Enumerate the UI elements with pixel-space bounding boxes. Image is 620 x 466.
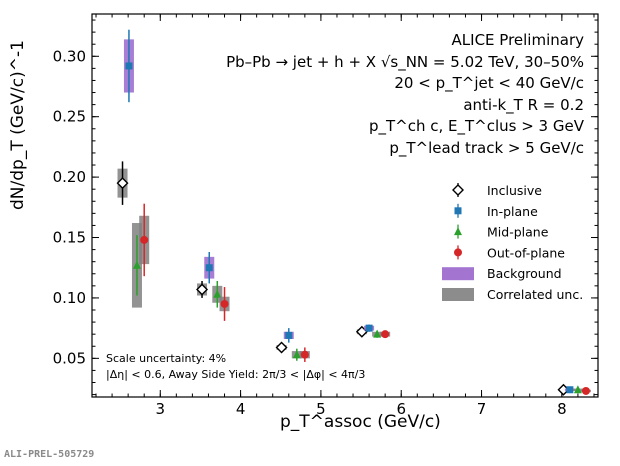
legend-label: Inclusive (487, 183, 542, 198)
mid-plane-point (292, 350, 301, 359)
out-of-plane-point (381, 330, 390, 339)
y-axis-label: dN/dp_T (GeV/c)^-1 (8, 40, 28, 210)
x-tick-label: 3 (155, 400, 165, 418)
y-tick-label: 0.20 (53, 168, 86, 186)
annotation-algorithm: anti-k_T R = 0.2 (463, 95, 584, 114)
mid-plane-point (132, 260, 141, 269)
x-tick-label: 4 (236, 400, 246, 418)
mid-plane-point (373, 329, 382, 338)
mid-plane-point (573, 385, 582, 394)
axis-ticks: 3 4 5 6 7 8 0.05 0.10 0.15 0.20 0.25 0.30 (53, 14, 598, 418)
annotation-block: ALICE Preliminary Pb–Pb → jet + h + X √s… (226, 30, 584, 159)
legend-label: Background (487, 266, 562, 281)
inclusive-point (116, 177, 129, 190)
annotation-jet-pt: 20 < p_T^jet < 40 GeV/c (394, 74, 584, 92)
legend-box (442, 288, 474, 301)
y-tick-label: 0.05 (53, 349, 86, 367)
legend-label: Correlated unc. (487, 287, 583, 302)
x-tick-label: 7 (477, 400, 487, 418)
out-of-plane-point (581, 386, 590, 395)
in-plane-point (125, 62, 133, 70)
mid-plane-point (213, 289, 222, 298)
annotation-constituent-cut: p_T^ch c, E_T^clus > 3 GeV (368, 117, 584, 135)
legend-marker-in-plane (454, 207, 462, 215)
plot-frame (91, 13, 599, 398)
in-plane-point (365, 324, 373, 332)
out-of-plane-point (140, 235, 149, 244)
annotation-leading-track: p_T^lead track > 5 GeV/c (389, 138, 584, 157)
y-tick-label: 0.10 (53, 289, 86, 307)
in-plane-point (205, 264, 213, 272)
figure-id: ALI-PREL-505729 (4, 449, 95, 460)
legend-label: Mid-plane (487, 225, 549, 240)
x-tick-label: 8 (557, 400, 567, 418)
out-of-plane-point (300, 350, 309, 359)
legend: Inclusive In-plane Mid-plane Out-of-plane Ba… (442, 183, 583, 302)
y-tick-label: 0.30 (53, 47, 86, 65)
legend-box (442, 267, 474, 281)
x-tick-label: 6 (396, 400, 406, 418)
plot-area (91, 13, 599, 398)
legend-label: In-plane (487, 204, 538, 219)
annotation-collision: Pb–Pb → jet + h + X √s_NN = 5.02 TeV, 30… (226, 52, 584, 71)
legend-marker-out-of-plane (454, 248, 462, 257)
y-tick-label: 0.25 (53, 108, 86, 126)
y-tick-label: 0.15 (53, 229, 86, 247)
legend-label: Out-of-plane (487, 245, 565, 260)
annotation-experiment: ALICE Preliminary (451, 31, 584, 49)
inclusive-point (275, 341, 288, 354)
in-plane-point (566, 386, 574, 394)
cuts-note: |Δη| < 0.6, Away Side Yield: 2π/3 < |Δφ|… (106, 368, 366, 381)
inclusive-point (196, 283, 209, 296)
out-of-plane-point (220, 299, 229, 308)
in-plane-point (285, 331, 293, 339)
legend-marker-inclusive (452, 184, 464, 196)
x-tick-label: 5 (316, 400, 326, 418)
x-axis-label: p_T^assoc (GeV/c) (280, 412, 441, 432)
bottom-notes: Scale uncertainty: 4% |Δη| < 0.6, Away S… (106, 351, 365, 383)
data-marks (116, 29, 591, 396)
legend-marker-mid-plane (454, 227, 462, 236)
scale-uncertainty-note: Scale uncertainty: 4% (106, 352, 227, 365)
